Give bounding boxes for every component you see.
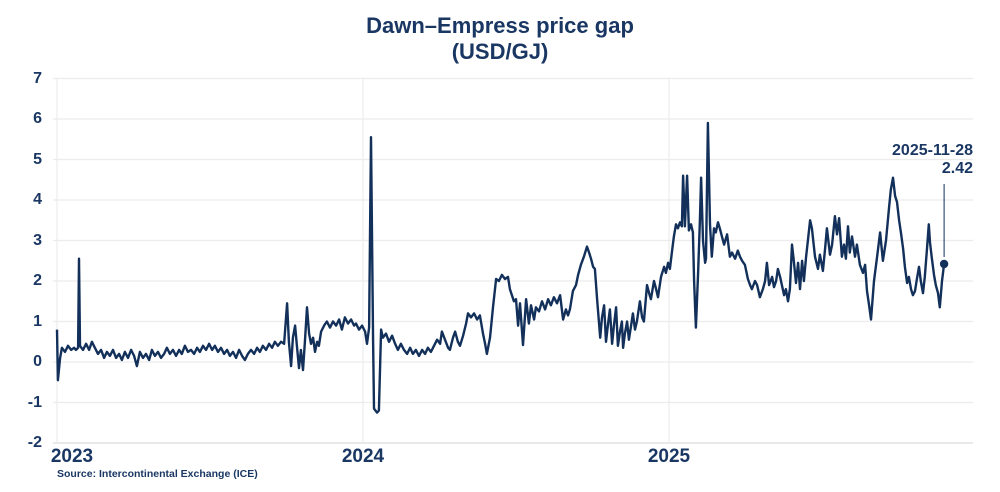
y-tick-label: -1 — [27, 393, 42, 411]
x-tick-label: 2024 — [341, 446, 385, 467]
endpoint-annotation: 2025-11-28 2.42 — [892, 142, 973, 178]
chart-title: Dawn–Empress price gap — [366, 13, 634, 38]
endpoint-annotation-value: 2.42 — [941, 160, 973, 177]
y-tick-label: 4 — [33, 191, 42, 208]
y-tick-label: -2 — [27, 434, 42, 451]
y-tick-label: 7 — [33, 69, 42, 87]
y-tick-label: 2 — [33, 272, 42, 289]
x-tick-label: 2023 — [50, 446, 94, 467]
y-tick-label: 3 — [33, 231, 42, 249]
chart-title-block: Dawn–Empress price gap (USD/GJ) — [0, 13, 1000, 65]
endpoint-annotation-date: 2025-11-28 — [892, 142, 973, 159]
endpoint-dot — [939, 259, 949, 269]
x-tick-label: 2025 — [647, 446, 691, 467]
y-tick-label: 0 — [33, 353, 42, 370]
y-tick-label: 1 — [33, 312, 42, 330]
price-line — [55, 121, 946, 414]
chart-subtitle: (USD/GJ) — [451, 39, 549, 64]
y-tick-label: 6 — [33, 110, 42, 127]
y-tick-label: 5 — [33, 150, 42, 168]
source-note: Source: Intercontinental Exchange (ICE) — [57, 468, 258, 480]
